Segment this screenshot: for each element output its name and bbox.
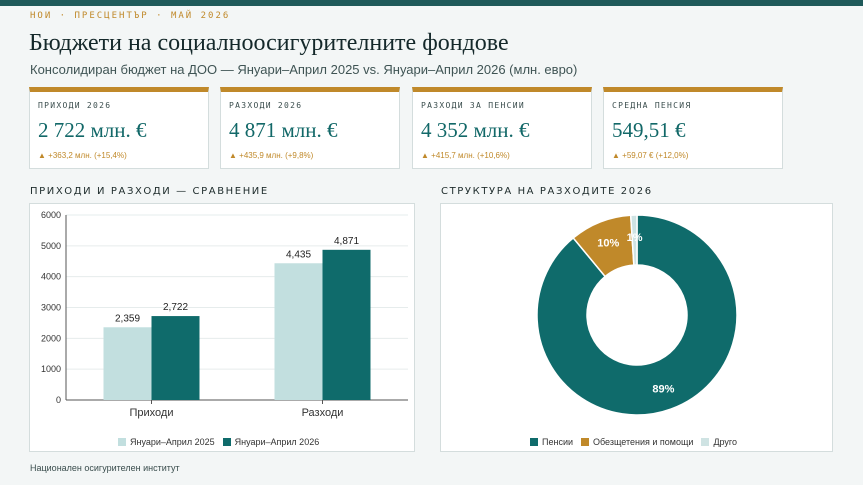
y-tick-label: 6000 — [41, 210, 61, 220]
legend-swatch — [701, 438, 710, 446]
donut-chart: 89% 10% 1% — [536, 214, 738, 416]
kpi-delta: ▲ +415,7 млн. (+10,6%) — [421, 151, 510, 160]
slice-label: 89% — [652, 383, 674, 395]
legend-label: Друго — [713, 437, 738, 447]
bar-chart-title: ПРИХОДИ И РАЗХОДИ — СРАВНЕНИЕ — [30, 186, 269, 197]
slice-label: 10% — [597, 237, 619, 249]
legend-swatch — [581, 438, 589, 446]
donut-slice — [629, 214, 638, 266]
legend-label: Януари–Април 2025 — [130, 437, 215, 447]
bar-value-label: 4,871 — [334, 236, 359, 247]
y-tick-label: 0 — [56, 395, 61, 405]
kicker: НОИ · ПРЕСЦЕНТЪР · МАЙ 2026 — [30, 11, 231, 21]
donut-chart-panel: 89% 10% 1% Пенсии Обезщетения и помощи Дру… — [440, 203, 833, 452]
legend-item-2025: Януари–Април 2025 — [118, 437, 215, 447]
kpi-card-avg-pension: СРЕДНА ПЕНСИЯ 549,51 € ▲ +59,07 € (+12,0… — [603, 87, 783, 169]
legend-label: Януари–Април 2026 — [234, 437, 320, 447]
kpi-label: РАЗХОДИ ЗА ПЕНСИИ — [421, 101, 525, 110]
y-tick-label: 5000 — [41, 241, 61, 251]
y-tick-label: 2000 — [41, 333, 61, 343]
legend-item-pensions: Пенсии — [530, 437, 573, 447]
x-tick-label: Разходи — [302, 407, 344, 419]
kpi-label: РАЗХОДИ 2026 — [229, 101, 303, 110]
y-tick-label: 1000 — [41, 364, 61, 374]
legend-label: Пенсии — [542, 437, 573, 447]
legend-item-benefits: Обезщетения и помощи — [581, 437, 693, 447]
top-accent-bar — [0, 0, 863, 6]
y-tick-label: 3000 — [41, 303, 61, 313]
kpi-label: СРЕДНА ПЕНСИЯ — [612, 101, 692, 110]
legend-label: Обезщетения и помощи — [593, 437, 694, 447]
bar-value-label: 2,722 — [163, 302, 188, 313]
bar — [103, 327, 152, 400]
legend-swatch — [118, 438, 126, 446]
page-subtitle: Консолидиран бюджет на ДОО — Януари–Апри… — [30, 62, 578, 77]
kpi-value: 2 722 млн. € — [38, 118, 147, 142]
slice-label: 1% — [627, 232, 643, 244]
kpi-card-pensions: РАЗХОДИ ЗА ПЕНСИИ 4 352 млн. € ▲ +415,7 … — [412, 87, 592, 169]
kpi-delta: ▲ +363,2 млн. (+15,4%) — [38, 151, 127, 160]
bar-chart-panel: 0 1000 2000 3000 4000 5000 6000 2,359 2,722 Прихо… — [29, 203, 415, 452]
legend-item-2026: Януари–Април 2026 — [222, 437, 320, 447]
bar-chart: 0 1000 2000 3000 4000 5000 6000 2,359 2,722 Прихо… — [41, 210, 408, 419]
donut-chart-title: СТРУКТУРА НА РАЗХОДИТЕ 2026 — [441, 186, 653, 197]
kpi-delta: ▲ +59,07 € (+12,0%) — [612, 151, 689, 160]
y-tick-label: 4000 — [41, 272, 61, 282]
page-title: Бюджети на социалноосигурителните фондов… — [29, 30, 509, 56]
kpi-label: ПРИХОДИ 2026 — [38, 101, 112, 110]
donut-legend: Пенсии Обезщетения и помощи Друго — [530, 437, 737, 447]
bar — [151, 316, 200, 400]
kpi-value: 4 871 млн. € — [229, 118, 338, 142]
kpi-value: 4 352 млн. € — [421, 118, 530, 142]
bar-value-label: 2,359 — [115, 313, 140, 324]
legend-item-other: Друго — [701, 437, 737, 447]
bar — [322, 249, 371, 400]
x-tick-label: Приходи — [130, 407, 174, 419]
kpi-card-expenses: РАЗХОДИ 2026 4 871 млн. € ▲ +435,9 млн. … — [220, 87, 400, 169]
kpi-card-revenue: ПРИХОДИ 2026 2 722 млн. € ▲ +363,2 млн. … — [29, 87, 209, 169]
donut-slice — [536, 214, 738, 416]
footer-source: Национален осигурителен институт — [30, 463, 180, 473]
bar — [274, 263, 323, 400]
kpi-delta: ▲ +435,9 млн. (+9,8%) — [229, 151, 314, 160]
legend-swatch — [530, 438, 538, 446]
legend-swatch — [222, 438, 231, 446]
bar-legend: Януари–Април 2025 Януари–Април 2026 — [118, 437, 319, 447]
kpi-value: 549,51 € — [612, 118, 686, 142]
bar-value-label: 4,435 — [286, 249, 311, 260]
